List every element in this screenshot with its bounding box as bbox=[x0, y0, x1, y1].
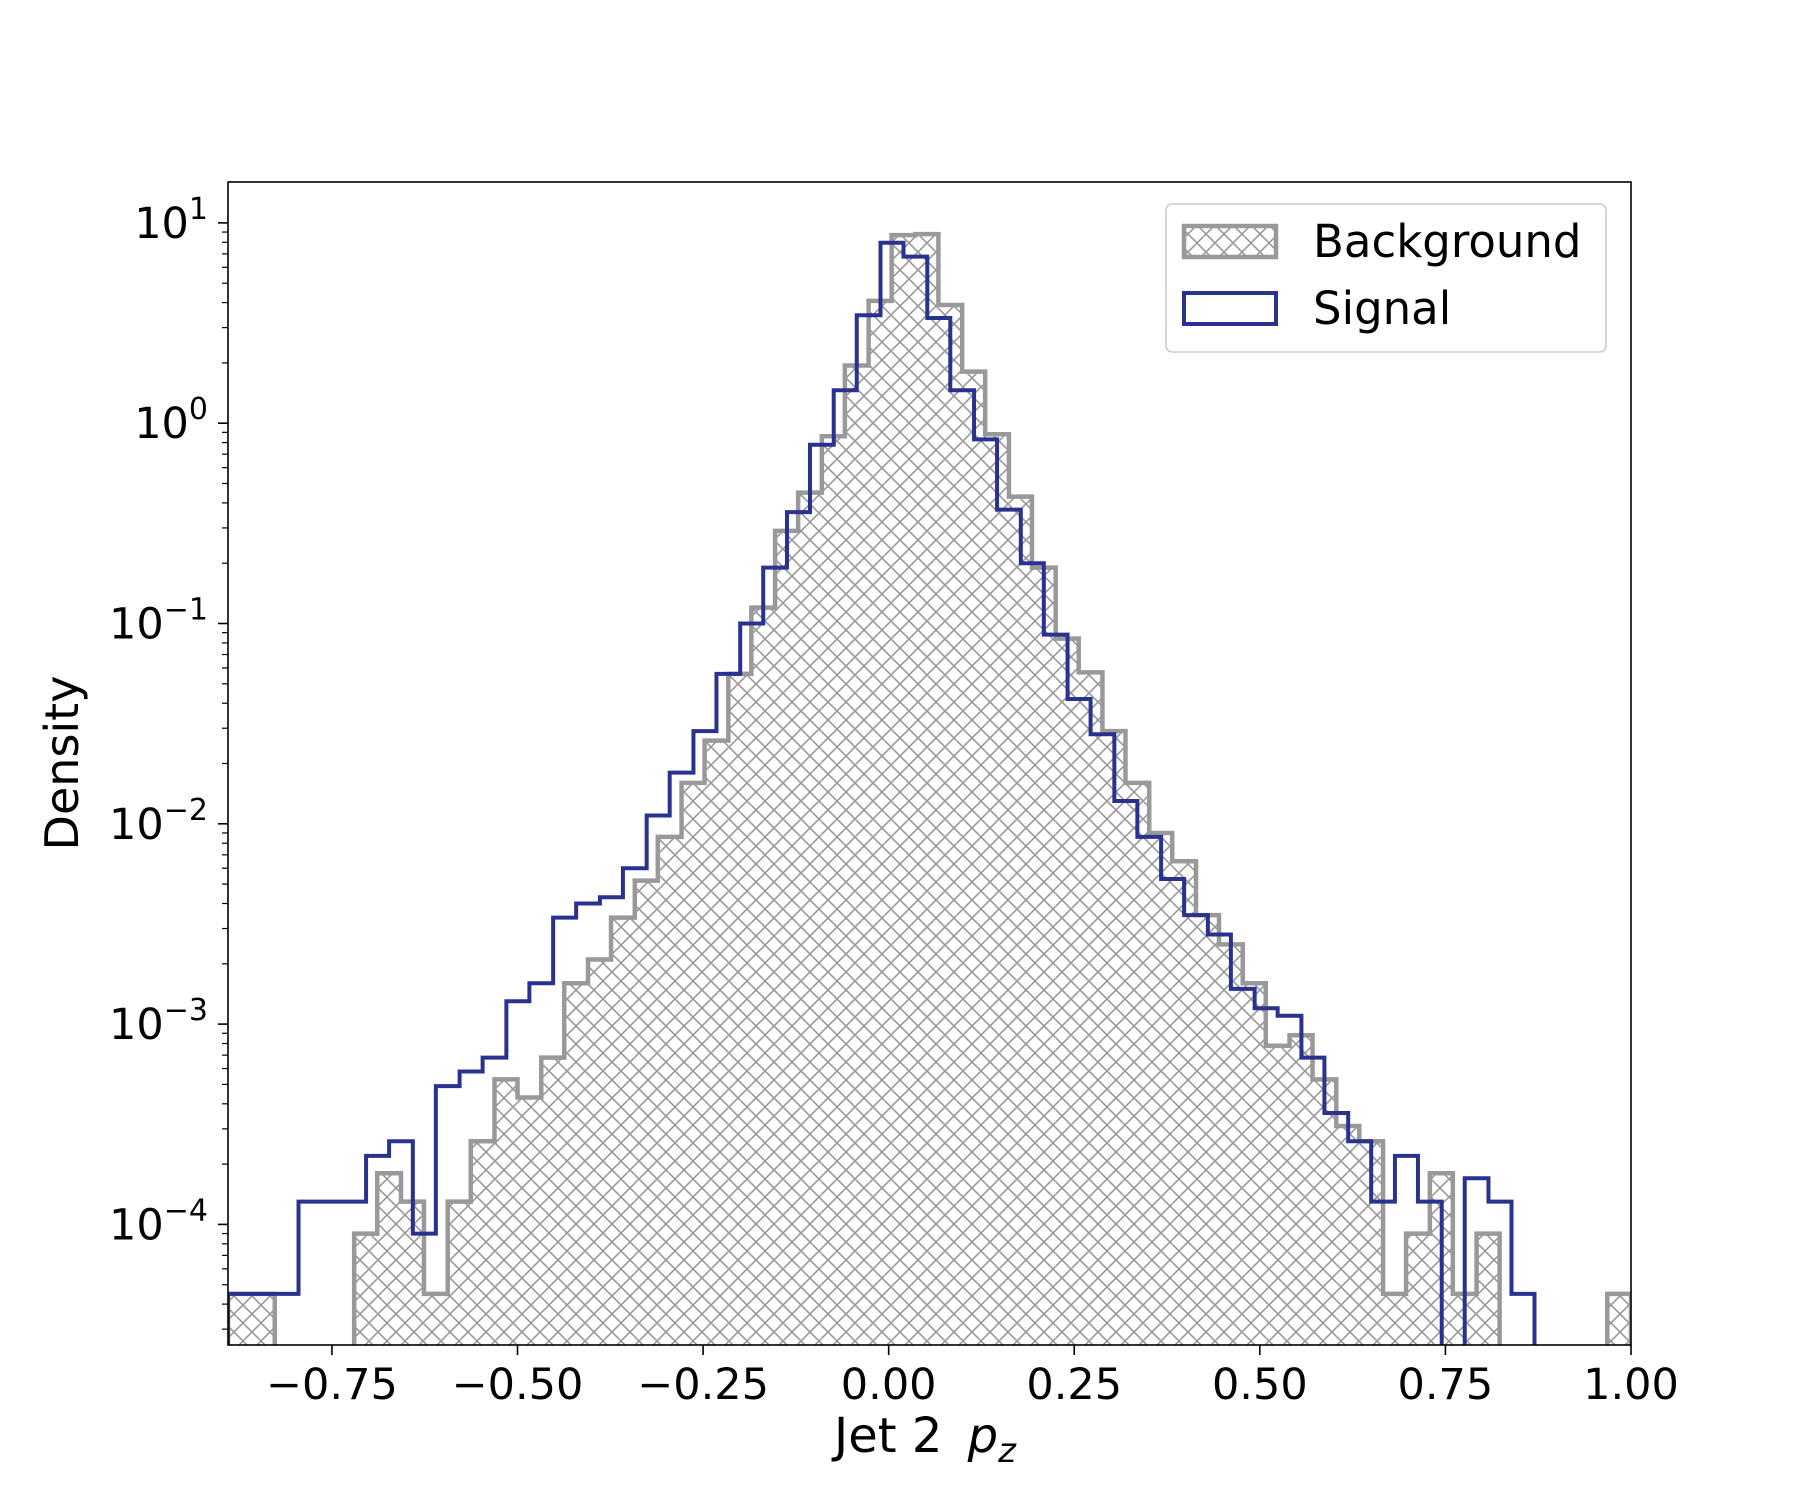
histogram-bar-background bbox=[962, 371, 986, 1345]
histogram-bar-background bbox=[751, 607, 776, 1345]
x-axis-label: Jet 2 pz bbox=[831, 1408, 1017, 1471]
histogram-bar-background bbox=[1242, 983, 1266, 1345]
y-axis: 101 100 10−1 10−2 10−3 10−4 bbox=[109, 192, 228, 1330]
histogram-bar-background bbox=[1125, 782, 1150, 1345]
x-tick-label: −0.75 bbox=[266, 1360, 398, 1410]
histogram-bar-background bbox=[657, 836, 682, 1345]
legend-label-signal: Signal bbox=[1313, 282, 1451, 335]
legend-swatch-background bbox=[1181, 223, 1279, 260]
histogram-bar-background bbox=[1406, 1233, 1430, 1345]
histogram-bar-background bbox=[704, 740, 729, 1345]
y-tick-label: 10−2 bbox=[109, 793, 208, 850]
histogram-bar-background bbox=[1078, 672, 1103, 1345]
histogram-bar-background bbox=[844, 365, 869, 1345]
legend-label-background: Background bbox=[1313, 215, 1581, 268]
histogram-bar-background bbox=[1289, 1035, 1313, 1345]
legend-swatch-signal bbox=[1182, 291, 1278, 326]
histogram-bar-background bbox=[681, 782, 705, 1345]
histogram-bar-background bbox=[1031, 567, 1056, 1345]
histogram-bar-background bbox=[494, 1079, 518, 1345]
histogram-bar-background bbox=[423, 1293, 448, 1345]
histogram-bar-background bbox=[891, 235, 916, 1345]
histogram-bar-background bbox=[1607, 1293, 1631, 1345]
histogram-bar-background bbox=[611, 917, 635, 1345]
histogram-bar-background bbox=[821, 436, 845, 1345]
histogram-bar-background bbox=[400, 1201, 424, 1345]
histogram-bar-background bbox=[228, 1293, 275, 1345]
histogram-bar-background bbox=[915, 234, 939, 1345]
histogram-bar-background bbox=[1008, 496, 1032, 1345]
histogram-bar-background bbox=[775, 530, 799, 1345]
y-tick-label: 10−1 bbox=[109, 592, 208, 649]
x-tick-label: 1.00 bbox=[1583, 1360, 1679, 1410]
legend: Background Signal bbox=[1165, 203, 1607, 353]
histogram-bar-background bbox=[1149, 832, 1173, 1345]
histogram-bar-background bbox=[377, 1173, 401, 1345]
x-tick-label: −0.25 bbox=[637, 1360, 769, 1410]
histogram-bar-background bbox=[447, 1201, 471, 1345]
histogram-bar-background bbox=[541, 1057, 565, 1345]
y-tick-label: 10−3 bbox=[109, 993, 208, 1050]
histogram-bar-background bbox=[1172, 861, 1196, 1345]
y-tick-label: 100 bbox=[134, 392, 208, 449]
x-tick-label: 0.00 bbox=[841, 1360, 937, 1410]
y-tick-label: 10−4 bbox=[109, 1193, 208, 1250]
histogram-bar-background bbox=[1195, 915, 1220, 1345]
signal-step-line bbox=[228, 240, 1537, 1345]
y-axis-label: Density bbox=[35, 676, 89, 851]
histogram-bar-background bbox=[1219, 944, 1243, 1345]
histogram-bar-background bbox=[470, 1141, 495, 1345]
histogram-bar-background bbox=[564, 983, 589, 1345]
histogram-bar-background bbox=[517, 1097, 542, 1345]
histogram-bar-background bbox=[985, 434, 1009, 1345]
histogram-bar-background bbox=[1312, 1079, 1337, 1345]
histogram-bar-background bbox=[938, 305, 963, 1345]
histogram-bar-background bbox=[868, 300, 892, 1345]
y-tick-label: 101 bbox=[134, 192, 208, 249]
x-tick-label: −0.50 bbox=[452, 1360, 584, 1410]
histogram-bar-background bbox=[1102, 731, 1126, 1345]
histogram-bar-background bbox=[1383, 1293, 1407, 1345]
x-axis: −0.75 −0.50 −0.25 0.00 0.25 0.50 0.75 1.00 bbox=[266, 1345, 1679, 1410]
histogram-bar-background bbox=[1265, 1045, 1290, 1345]
histogram-bar-background bbox=[1336, 1125, 1360, 1345]
histogram-bar-background bbox=[1055, 638, 1079, 1345]
histogram-bar-background bbox=[354, 1233, 378, 1345]
histogram-bar-background bbox=[634, 880, 658, 1345]
histogram-bar-background bbox=[798, 492, 822, 1345]
histogram-bar-background bbox=[1359, 1141, 1384, 1345]
x-tick-label: 0.50 bbox=[1212, 1360, 1308, 1410]
background-step-line bbox=[228, 231, 1631, 1345]
histogram-bar-background bbox=[1476, 1233, 1500, 1345]
x-tick-label: 0.25 bbox=[1026, 1360, 1122, 1410]
x-tick-label: 0.75 bbox=[1398, 1360, 1494, 1410]
histogram-bar-background bbox=[588, 959, 612, 1345]
histogram-bar-background bbox=[728, 673, 752, 1345]
